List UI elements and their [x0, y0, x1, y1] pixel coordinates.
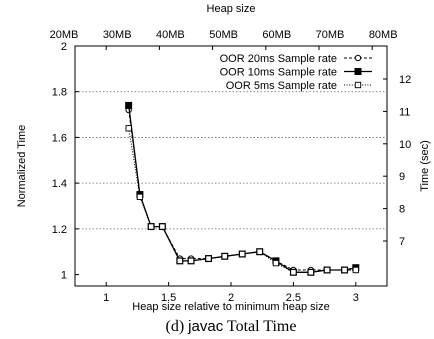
- data-point: [187, 257, 195, 265]
- tick-marks: [75, 45, 387, 286]
- right-tick-label: 7: [399, 236, 405, 248]
- caption-prefix: (d): [166, 318, 189, 335]
- y-tick-label: 1.6: [52, 132, 67, 144]
- data-point: [221, 253, 228, 260]
- top-axis-label: Heap size: [207, 3, 256, 15]
- series-line: [128, 105, 356, 273]
- legend-label: OOR 5ms Sample rate: [226, 80, 337, 92]
- y-axis-label: Normalized Time: [16, 125, 28, 208]
- data-point: [136, 193, 144, 201]
- x-tick-labels: 1 1.5 2 2.5 3: [103, 292, 359, 304]
- legend-label: OOR 10ms Sample rate: [220, 67, 337, 79]
- legend-label: OOR 20ms Sample rate: [220, 53, 337, 65]
- right-tick-label: 12: [399, 74, 411, 86]
- data-point: [307, 269, 315, 276]
- data-point: [323, 266, 331, 274]
- caption-benchmark: javac: [187, 318, 224, 335]
- top-tick-label: 40MB: [156, 29, 185, 41]
- top-tick-label: 70MB: [316, 29, 345, 41]
- top-tick-label: 30MB: [103, 29, 132, 41]
- data-point: [341, 266, 348, 274]
- legend-marker: [354, 81, 362, 89]
- x-axis-label: Heap size relative to minimum heap size: [132, 301, 329, 313]
- y-tick-label: 1.2: [52, 224, 67, 236]
- right-tick-label: 10: [399, 139, 411, 151]
- series-3: [125, 125, 359, 276]
- data-point: [125, 101, 133, 109]
- data-point: [256, 248, 263, 255]
- series-1: [125, 106, 359, 274]
- x-tick-label: 2.5: [286, 292, 301, 304]
- data-point: [176, 257, 183, 265]
- right-tick-labels: 7 8 9 10 11 12: [399, 74, 411, 248]
- caption: (d) javac Total Time: [166, 318, 297, 335]
- series-line: [128, 128, 356, 273]
- series-line: [128, 109, 356, 271]
- y-tick-label: 1.8: [52, 87, 67, 99]
- top-tick-label: 20MB: [50, 29, 79, 41]
- data-point: [272, 259, 280, 267]
- right-tick-label: 8: [399, 204, 405, 216]
- caption-suffix: Total Time: [223, 318, 296, 335]
- data-point: [159, 223, 166, 230]
- top-tick-label: 50MB: [209, 29, 238, 41]
- data-point: [125, 125, 132, 132]
- data-point: [290, 269, 297, 276]
- data-point: [205, 255, 212, 262]
- series-2: [125, 101, 360, 276]
- gridlines: [75, 91, 387, 230]
- legend-marker: [354, 54, 362, 62]
- x-tick-label: 3: [353, 292, 359, 304]
- data-point: [239, 250, 246, 258]
- y-tick-label: 2: [61, 41, 67, 53]
- y-tick-label: 1: [61, 270, 67, 282]
- x-tick-label: 1: [103, 292, 109, 304]
- y2-axis-label: Time (sec): [419, 140, 431, 192]
- data-point: [352, 266, 359, 274]
- y-tick-label: 1.4: [52, 178, 67, 190]
- series-lines: [125, 101, 360, 276]
- legend: OOR 20ms Sample rate OOR 10ms Sample rate…: [220, 53, 372, 92]
- right-tick-label: 9: [399, 171, 405, 183]
- y-tick-labels: 1 1.2 1.4 1.6 1.8 2: [52, 41, 67, 282]
- x-tick-label: 2: [228, 292, 234, 304]
- data-point: [147, 223, 155, 230]
- legend-marker: [354, 68, 362, 75]
- x-tick-label: 1.5: [161, 292, 176, 304]
- top-tick-label: 60MB: [262, 29, 291, 41]
- top-tick-label: 80MB: [369, 29, 398, 41]
- top-tick-labels: 20MB 30MB 40MB 50MB 60MB 70MB 80MB: [50, 29, 398, 41]
- right-tick-label: 11: [399, 106, 410, 118]
